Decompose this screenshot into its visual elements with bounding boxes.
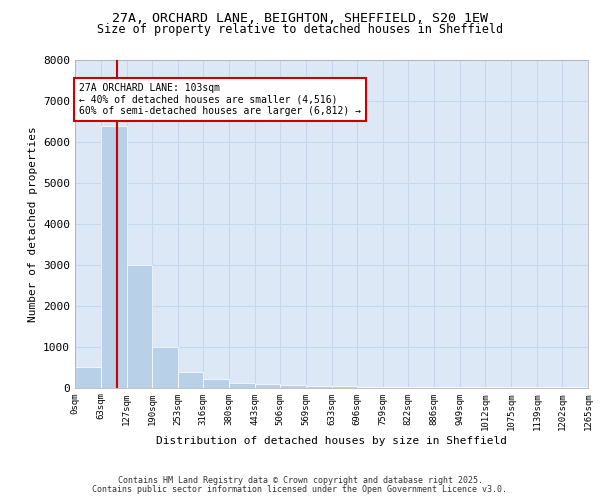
Bar xyxy=(75,368,101,388)
Text: Size of property relative to detached houses in Sheffield: Size of property relative to detached ho… xyxy=(97,22,503,36)
Text: Contains HM Land Registry data © Crown copyright and database right 2025.: Contains HM Land Registry data © Crown c… xyxy=(118,476,482,485)
Bar xyxy=(127,264,152,388)
Bar xyxy=(229,382,254,388)
Bar xyxy=(383,387,409,388)
Text: 27A, ORCHARD LANE, BEIGHTON, SHEFFIELD, S20 1EW: 27A, ORCHARD LANE, BEIGHTON, SHEFFIELD, … xyxy=(112,12,488,26)
Bar xyxy=(280,385,306,388)
Bar xyxy=(178,372,203,388)
Bar xyxy=(306,386,332,388)
Text: 27A ORCHARD LANE: 103sqm
← 40% of detached houses are smaller (4,516)
60% of sem: 27A ORCHARD LANE: 103sqm ← 40% of detach… xyxy=(79,82,361,116)
X-axis label: Distribution of detached houses by size in Sheffield: Distribution of detached houses by size … xyxy=(156,436,507,446)
Text: Contains public sector information licensed under the Open Government Licence v3: Contains public sector information licen… xyxy=(92,485,508,494)
Bar xyxy=(332,386,357,388)
Y-axis label: Number of detached properties: Number of detached properties xyxy=(28,126,38,322)
Bar xyxy=(152,346,178,388)
Bar xyxy=(203,380,229,388)
Bar xyxy=(357,386,383,388)
Bar xyxy=(101,126,127,388)
Bar xyxy=(254,384,280,388)
